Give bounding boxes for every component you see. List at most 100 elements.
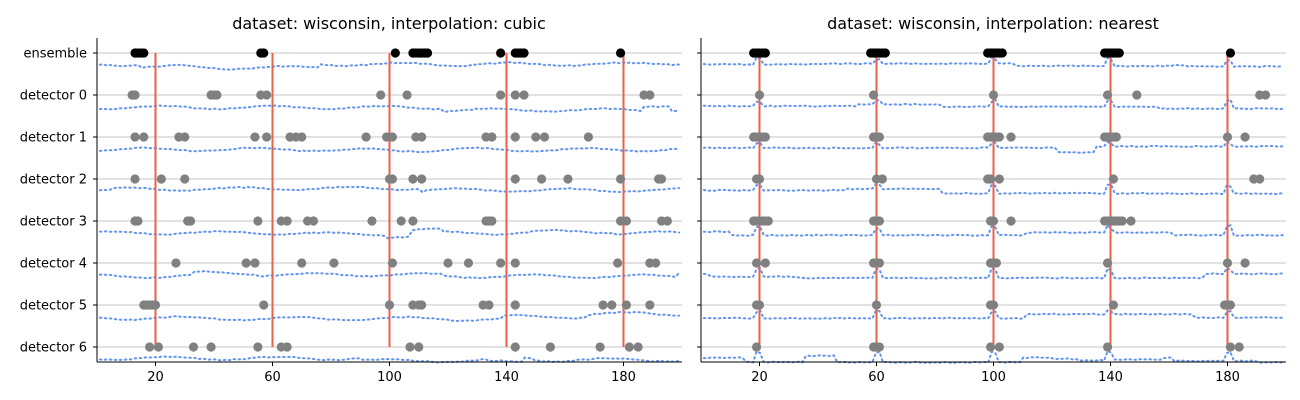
detector-point: [874, 342, 885, 352]
detector-point: [484, 300, 494, 310]
detector-point: [510, 90, 520, 100]
detector-point: [387, 132, 398, 142]
signal-trace-5: [98, 269, 681, 280]
detector-point: [387, 174, 398, 184]
x-tick-label: 180: [1215, 370, 1240, 385]
detector-point: [297, 132, 307, 142]
chart-title: dataset: wisconsin, interpolation: cubic: [232, 14, 546, 33]
detector-point: [139, 132, 149, 142]
detector-point: [510, 132, 520, 142]
detector-point: [563, 174, 573, 184]
y-tick-label: detector 5: [20, 299, 87, 314]
detector-point: [613, 258, 623, 268]
detector-point: [874, 216, 885, 226]
detector-point: [598, 300, 608, 310]
detector-point: [1111, 132, 1121, 142]
detector-point: [656, 174, 667, 184]
detector-point: [988, 216, 999, 226]
detector-point: [751, 258, 762, 268]
ensemble-point: [997, 48, 1007, 58]
detector-point: [754, 90, 765, 100]
detector-point: [539, 132, 550, 142]
detector-point: [621, 216, 632, 226]
detector-point: [417, 174, 427, 184]
detector-point: [282, 342, 292, 352]
detector-point: [241, 258, 251, 268]
detector-point: [282, 216, 292, 226]
detector-point: [396, 216, 406, 226]
detector-point: [1240, 132, 1250, 142]
detector-point: [250, 132, 260, 142]
detector-point: [874, 132, 885, 142]
detector-point: [624, 342, 634, 352]
detector-point: [994, 132, 1004, 142]
ensemble-point: [1114, 48, 1124, 58]
detector-point: [262, 132, 272, 142]
x-tick-label: 180: [611, 370, 636, 385]
detector-point: [1260, 90, 1271, 100]
detector-point: [496, 90, 506, 100]
detector-point: [662, 216, 672, 226]
detector-point: [583, 132, 594, 142]
detector-point: [985, 342, 996, 352]
detector-point: [1006, 216, 1016, 226]
detector-point: [130, 174, 140, 184]
detector-point: [877, 174, 887, 184]
signal-trace-7: [702, 349, 1285, 364]
x-tick-label: 20: [147, 370, 164, 385]
detector-point: [1255, 174, 1265, 184]
x-tick-label: 140: [1098, 370, 1123, 385]
detector-point: [988, 90, 999, 100]
detector-point: [150, 300, 161, 310]
detector-point: [985, 174, 996, 184]
signal-trace-4: [98, 227, 681, 240]
detector-point: [308, 216, 319, 226]
detector-point: [487, 216, 497, 226]
detector-point: [595, 342, 605, 352]
ensemble-point: [1225, 48, 1236, 58]
detector-point: [153, 342, 164, 352]
detector-point: [414, 342, 424, 352]
detector-point: [1225, 300, 1236, 310]
y-tick-label: detector 0: [20, 89, 87, 104]
detector-point: [763, 216, 773, 226]
ensemble-point: [760, 48, 770, 58]
detector-point: [253, 216, 263, 226]
detector-point: [250, 258, 260, 268]
detector-point: [1240, 258, 1250, 268]
detector-point: [443, 258, 453, 268]
ensemble-point: [496, 48, 506, 58]
detector-point: [531, 132, 541, 142]
detector-point: [156, 174, 166, 184]
detector-point: [253, 342, 263, 352]
detector-point: [171, 258, 181, 268]
x-tick-label: 100: [981, 370, 1006, 385]
y-tick-label: detector 6: [20, 341, 87, 356]
detector-point: [1225, 342, 1236, 352]
y-tick-label: detector 1: [20, 131, 87, 146]
y-tick-label: detector 2: [20, 173, 87, 188]
detector-point: [537, 174, 547, 184]
detector-point: [510, 174, 520, 184]
detector-point: [405, 342, 415, 352]
y-tick-label: ensemble: [23, 47, 87, 62]
detector-point: [130, 90, 140, 100]
detector-point: [212, 90, 222, 100]
detector-point: [1006, 132, 1016, 142]
ensemble-point: [615, 48, 626, 58]
ensemble-point: [880, 48, 890, 58]
detector-point: [1102, 258, 1113, 268]
signal-trace-0: [702, 55, 1285, 68]
chart-title: dataset: wisconsin, interpolation: neare…: [827, 14, 1159, 33]
detector-point: [408, 216, 418, 226]
detector-point: [384, 300, 395, 310]
detector-point: [994, 342, 1004, 352]
detector-point: [1102, 342, 1113, 352]
detector-point: [487, 132, 497, 142]
detector-point: [408, 174, 418, 184]
detector-point: [510, 342, 520, 352]
detector-point: [463, 258, 474, 268]
detector-point: [615, 174, 626, 184]
x-tick-label: 100: [377, 370, 402, 385]
